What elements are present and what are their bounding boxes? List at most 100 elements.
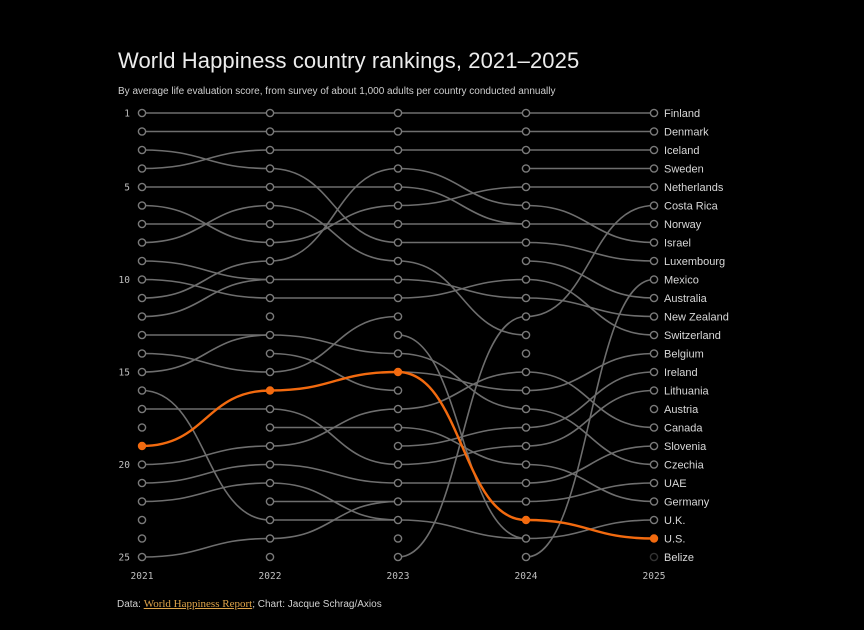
rank-marker <box>521 219 531 229</box>
rank-marker <box>265 127 275 136</box>
rank-marker <box>137 423 147 432</box>
source-link[interactable]: World Happiness Report <box>143 598 253 610</box>
country-label: UAE <box>664 478 687 490</box>
rank-marker <box>265 478 275 488</box>
rank-line-segment <box>141 537 271 558</box>
us-marker <box>521 515 531 525</box>
rank-line-segment <box>141 149 271 170</box>
rank-line-segment <box>525 204 655 318</box>
rank-marker <box>649 275 659 284</box>
rank-marker <box>137 108 147 118</box>
rank-line-segment <box>269 204 399 244</box>
highlight-line <box>141 370 655 540</box>
rank-marker <box>393 515 403 525</box>
rank-line-segment <box>269 408 399 466</box>
rank-marker <box>521 460 531 469</box>
rank-marker <box>521 238 531 247</box>
rank-marker <box>137 293 147 303</box>
rank-marker <box>521 423 531 432</box>
country-label: Switzerland <box>664 330 721 342</box>
rank-line-segment <box>269 167 399 244</box>
us-marker <box>649 534 659 543</box>
country-label: Belgium <box>664 349 704 361</box>
rank-marker <box>137 552 147 562</box>
rank-line-segment <box>397 278 527 299</box>
rank-marker <box>521 349 531 358</box>
rank-marker <box>521 145 531 155</box>
us-line-segment <box>397 370 527 522</box>
rank-tick-label: 20 <box>119 460 131 471</box>
rank-line-segment <box>525 297 655 318</box>
country-label: Australia <box>664 293 708 305</box>
rank-marker <box>265 108 275 118</box>
rank-line-segment <box>397 371 527 410</box>
rank-line-segment <box>525 241 655 262</box>
country-label: Belize <box>664 552 694 564</box>
credit-text: ; Chart: Jacque Schrag/Axios <box>252 599 382 610</box>
rank-markers <box>137 108 659 562</box>
rank-line-segment <box>525 445 655 484</box>
data-prefix: Data: <box>117 599 144 610</box>
rank-marker <box>393 108 403 118</box>
rank-line-segment <box>525 463 655 503</box>
rank-marker <box>393 534 403 543</box>
rank-marker <box>521 127 531 136</box>
rank-line-segment <box>141 352 271 373</box>
rank-marker <box>649 182 659 192</box>
rank-marker <box>265 145 275 155</box>
rank-marker <box>137 219 147 229</box>
rank-marker <box>521 552 531 562</box>
rank-marker <box>265 441 275 451</box>
rank-marker <box>649 201 659 210</box>
rank-marker <box>393 330 403 340</box>
chart-title: World Happiness country rankings, 2021–2… <box>118 48 580 73</box>
rank-tick-label: 25 <box>119 553 130 564</box>
rank-marker <box>265 293 275 303</box>
us-line-segment <box>269 370 399 392</box>
rank-marker <box>649 515 659 525</box>
rank-marker <box>393 145 403 155</box>
rank-marker <box>649 478 659 488</box>
rank-marker <box>137 330 147 340</box>
rank-line-segment <box>141 260 271 299</box>
rank-marker <box>265 182 275 192</box>
rank-line-segment <box>141 278 271 318</box>
country-label: Czechia <box>664 460 705 472</box>
rank-line-segment <box>269 408 399 447</box>
rank-marker <box>393 275 403 284</box>
rank-marker <box>521 497 531 506</box>
country-label: Lithuania <box>664 386 710 398</box>
rank-marker <box>521 441 531 451</box>
rank-line-segment <box>397 334 527 540</box>
rank-marker <box>521 367 531 377</box>
rank-marker <box>393 238 403 247</box>
year-tick-label: 2023 <box>387 571 410 582</box>
rank-marker <box>265 367 275 377</box>
rank-marker <box>521 182 531 192</box>
country-label: New Zealand <box>664 312 729 324</box>
rank-marker <box>137 367 147 377</box>
rank-line-segment <box>141 445 271 466</box>
rank-marker <box>521 256 531 266</box>
country-label: Luxembourg <box>664 256 725 268</box>
country-labels: Finland Denmark Iceland Sweden Netherlands Co… <box>664 108 729 564</box>
rank-marker <box>649 460 659 469</box>
rank-line-segment <box>397 519 527 540</box>
rank-marker <box>393 478 403 488</box>
year-tick-label: 2022 <box>259 571 282 582</box>
rank-marker <box>393 127 403 136</box>
rank-marker <box>649 293 659 303</box>
rank-marker <box>521 534 531 543</box>
rank-marker <box>265 404 275 414</box>
country-label: Netherlands <box>664 182 724 194</box>
us-line-segment <box>141 389 271 448</box>
year-tick-label: 2025 <box>643 571 666 582</box>
rank-marker <box>649 423 659 432</box>
rank-marker <box>521 404 531 414</box>
rank-marker <box>649 256 659 266</box>
rank-marker <box>649 349 659 358</box>
rank-marker <box>393 182 403 192</box>
rank-marker <box>649 312 659 321</box>
rank-marker <box>521 201 531 210</box>
